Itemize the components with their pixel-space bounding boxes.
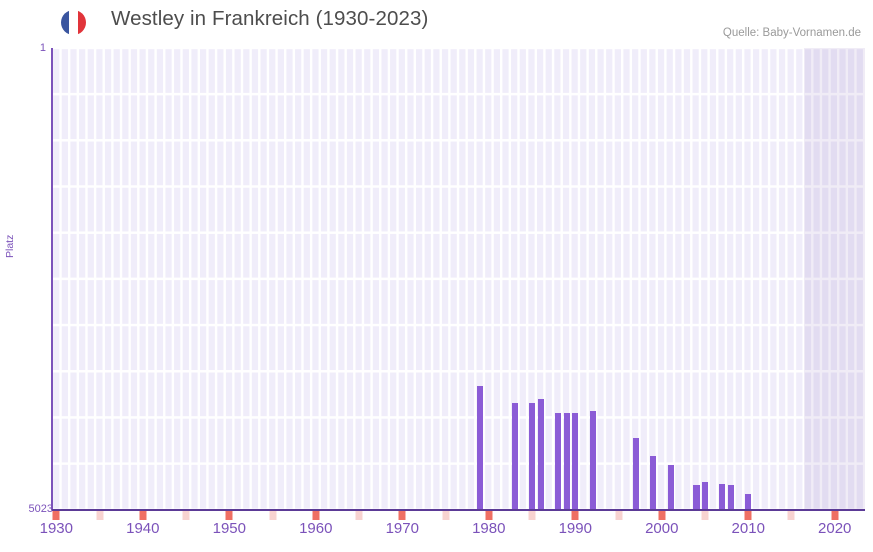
y-axis-line <box>51 48 53 510</box>
x-axis-label-1970: 1970 <box>385 520 419 537</box>
x-tick-1935 <box>96 511 104 520</box>
x-tick-1990 <box>571 511 579 520</box>
bar-2001[interactable] <box>667 465 674 510</box>
x-tick-1985 <box>528 511 536 520</box>
bar-1983[interactable] <box>511 403 518 510</box>
bar-2008[interactable] <box>728 485 735 510</box>
bar-1985[interactable] <box>529 402 536 510</box>
flag-band-blue <box>61 10 70 35</box>
bar-1992[interactable] <box>589 411 596 510</box>
x-axis-label-1930: 1930 <box>39 520 73 537</box>
source-label: Quelle: Baby-Vornamen.de <box>722 27 861 39</box>
bar-1979[interactable] <box>477 385 484 510</box>
bar-2010[interactable] <box>745 494 752 510</box>
x-tick-2000 <box>658 511 666 520</box>
x-axis-label-1950: 1950 <box>212 520 246 537</box>
y-axis-label-top: 1 <box>39 42 46 54</box>
x-axis-line <box>52 509 865 511</box>
bar-2004[interactable] <box>693 484 700 510</box>
y-axis-label-bottom: 5023 <box>28 503 53 515</box>
bar-1990[interactable] <box>572 412 579 510</box>
shaded-future-region <box>804 48 865 510</box>
x-tick-1995 <box>615 511 622 520</box>
bar-1989[interactable] <box>563 412 570 510</box>
grid-lines <box>52 48 865 510</box>
x-axis-label-1940: 1940 <box>126 520 160 537</box>
chart-title: Westley in Frankreich (1930-2023) <box>111 7 429 30</box>
x-axis-label-1990: 1990 <box>558 520 592 537</box>
x-axis-label-2010: 2010 <box>731 520 765 537</box>
x-tick-1950 <box>225 511 233 520</box>
x-axis-label-1980: 1980 <box>472 520 506 537</box>
x-tick-1945 <box>182 511 190 520</box>
x-tick-1940 <box>139 511 147 520</box>
x-axis-label-1960: 1960 <box>299 520 333 537</box>
y-axis-title: Platz <box>4 234 16 258</box>
bar-1997[interactable] <box>632 438 639 510</box>
x-tick-1980 <box>485 511 493 520</box>
x-axis-label-2020: 2020 <box>818 520 852 537</box>
flag-band-white <box>69 10 78 35</box>
x-axis-label-2000: 2000 <box>645 520 679 537</box>
chart-header: Westley in Frankreich (1930-2023) Quelle… <box>0 0 873 44</box>
x-tick-2015 <box>787 511 795 520</box>
flag-band-red <box>77 10 86 35</box>
x-tick-2020 <box>831 511 839 520</box>
x-tick-1960 <box>312 511 320 520</box>
bar-1988[interactable] <box>555 413 562 510</box>
bar-1999[interactable] <box>650 455 657 510</box>
bar-1986[interactable] <box>537 399 544 510</box>
france-flag-icon <box>61 10 86 35</box>
bar-2005[interactable] <box>702 482 709 510</box>
x-tick-2010 <box>744 511 752 520</box>
bar-2007[interactable] <box>719 484 726 510</box>
plot-area <box>52 48 865 510</box>
x-tick-2005 <box>701 511 709 520</box>
x-tick-1970 <box>398 511 406 520</box>
x-tick-1975 <box>442 511 450 520</box>
x-tick-1930 <box>52 511 60 520</box>
x-tick-1965 <box>355 511 363 520</box>
x-tick-1955 <box>269 511 277 520</box>
